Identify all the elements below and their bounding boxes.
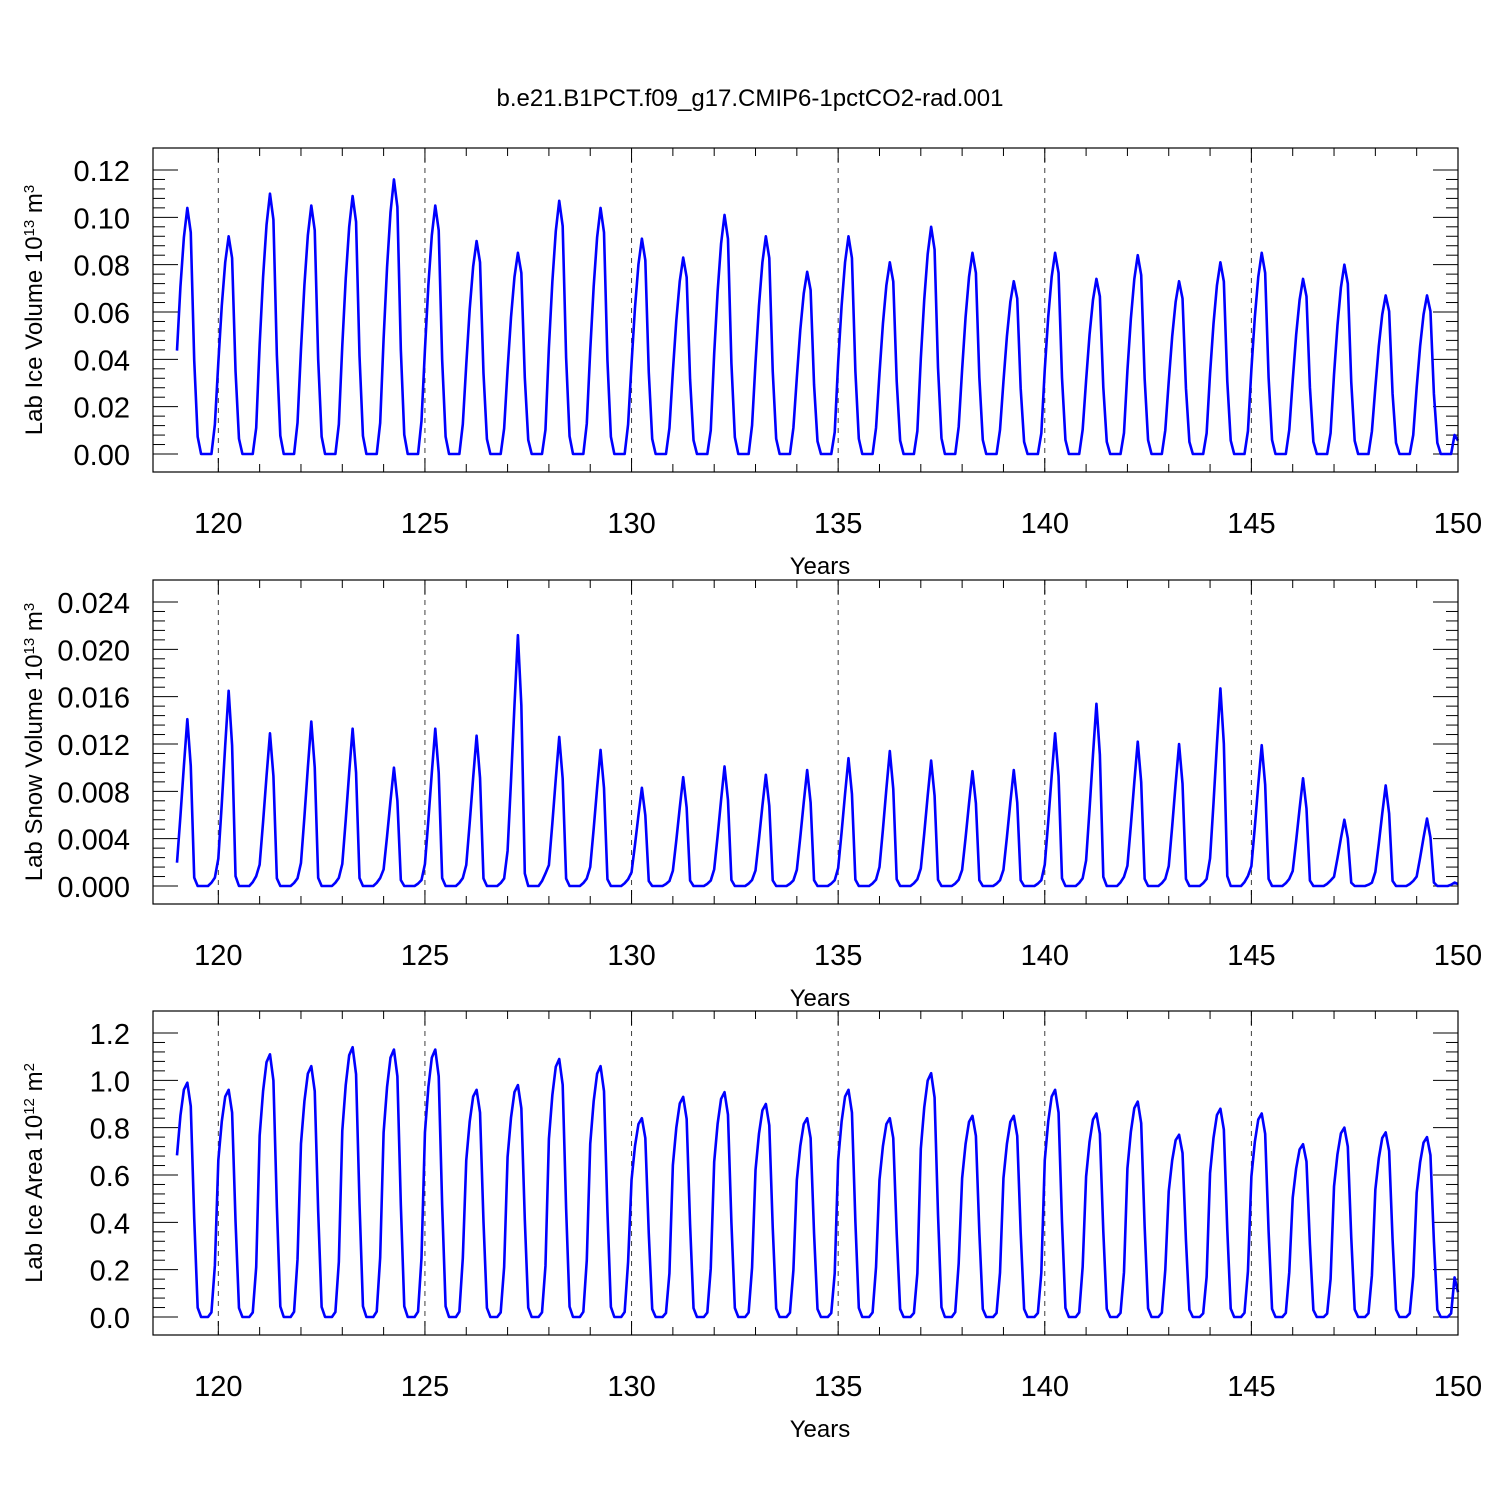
x-tick-label: 130 [607,940,655,972]
plot-frame [152,147,1459,473]
series-line [175,178,1460,456]
y-tick-label: 0.012 [57,730,130,762]
x-axis-label: Years [790,985,851,1012]
x-tick-label: 150 [1434,508,1482,540]
panel-2: 0.000 0.004 0.008 0.012 0.016 0.020 0.024 120 12… [21,579,1482,1012]
x-tick-label: 140 [1021,940,1069,972]
y-tick-label: 0.06 [74,298,130,330]
panel-3: 0.0 0.2 0.4 0.6 0.8 1.0 1.2 120 125 130 135 140 145 1… [21,1010,1482,1443]
y-axis-label: Lab Ice Area 1012 m2 [21,1063,49,1283]
x-tick-label: 140 [1021,508,1069,540]
x-axis-label: Years [790,1416,851,1443]
x-tick-label: 145 [1227,508,1275,540]
y-tick-label: 0.10 [74,203,130,235]
plot-frame [152,1010,1459,1336]
x-tick-label: 135 [814,1371,862,1403]
y-tick-label: 1.2 [90,1019,130,1051]
y-tick-label: 0.2 [90,1256,130,1288]
y-tick-label: 0.08 [74,251,130,283]
x-tick-label: 125 [401,1371,449,1403]
x-tick-label: 120 [194,940,242,972]
x-tick-label: 130 [607,1371,655,1403]
y-tick-label: 0.000 [57,872,130,904]
y-tick-label: 0.020 [57,635,130,667]
x-tick-label: 145 [1227,1371,1275,1403]
series-line [175,1045,1460,1319]
x-tick-label: 120 [194,508,242,540]
x-axis-label: Years [790,553,851,580]
y-axis-label: Lab Ice Volume 1013 m3 [21,185,49,436]
x-tick-label: 135 [814,940,862,972]
y-tick-label: 0.04 [74,345,130,377]
series-line [175,633,1459,888]
y-tick-label: 0.008 [57,777,130,809]
y-tick-label: 0.6 [90,1161,130,1193]
x-tick-label: 140 [1021,1371,1069,1403]
x-tick-label: 120 [194,1371,242,1403]
panel-1: 0.00 0.02 0.04 0.06 0.08 0.10 0.12 120 125 130 135… [21,147,1482,580]
plot-frame [152,579,1459,905]
y-tick-label: 0.016 [57,683,130,715]
y-tick-label: 0.004 [57,825,130,857]
x-tick-label: 150 [1434,940,1482,972]
y-tick-label: 1.0 [90,1066,130,1098]
figure-title: b.e21.B1PCT.f09_g17.CMIP6-1pctCO2-rad.00… [497,85,1004,112]
x-tick-label: 135 [814,508,862,540]
x-tick-label: 125 [401,940,449,972]
y-axis-label: Lab Snow Volume 1013 m3 [21,603,49,882]
y-tick-label: 0.8 [90,1114,130,1146]
x-tick-label: 130 [607,508,655,540]
x-tick-label: 150 [1434,1371,1482,1403]
x-tick-label: 145 [1227,940,1275,972]
y-tick-label: 0.12 [74,156,130,188]
y-tick-label: 0.00 [74,440,130,472]
y-tick-label: 0.0 [90,1303,130,1335]
x-tick-label: 125 [401,508,449,540]
y-tick-label: 0.02 [74,393,130,425]
y-tick-label: 0.024 [57,588,130,620]
y-tick-label: 0.4 [90,1208,130,1240]
